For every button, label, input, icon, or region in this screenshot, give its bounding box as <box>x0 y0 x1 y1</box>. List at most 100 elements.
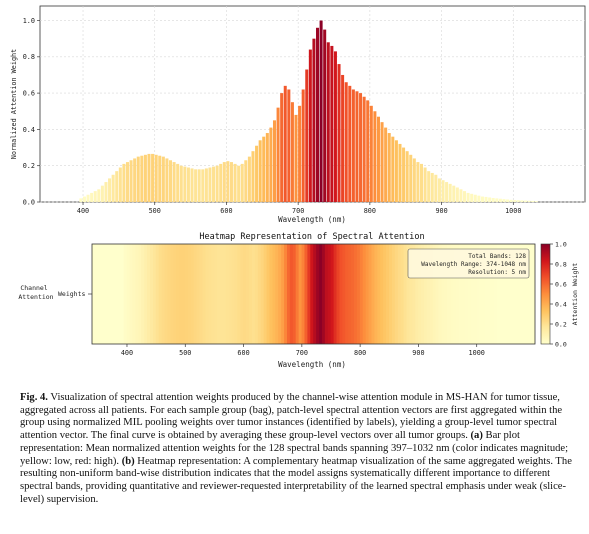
heatmap-cell-717 <box>310 244 314 344</box>
heatmap-cell-482 <box>173 244 177 344</box>
heatmap-cell-722 <box>313 244 317 344</box>
bar-y-tick-label: 0.8 <box>23 53 35 61</box>
bar-band-1007 <box>516 200 520 202</box>
bar-band-652 <box>262 136 266 202</box>
heatmap-cell-702 <box>301 244 305 344</box>
figure: 400 500 600 700 800 900 1000 0.0 0.2 0.4 0.6 0.8 1.… <box>10 5 586 369</box>
heatmap-cell-542 <box>208 244 212 344</box>
bar-band-622 <box>240 163 244 202</box>
heatmap-cell-627 <box>257 244 262 344</box>
bar-band-552 <box>190 168 194 202</box>
bar-y-tick-label: 0.6 <box>23 90 35 98</box>
bar-x-tick-label: 500 <box>149 207 161 215</box>
bar-band-582 <box>212 166 216 202</box>
heatmap-cell-1012 <box>482 244 486 344</box>
bar-band-752 <box>333 51 337 203</box>
bar-band-557 <box>194 169 198 202</box>
heatmap-cell-457 <box>158 244 163 344</box>
bar-band-852 <box>405 151 409 202</box>
heatmap-cell-527 <box>199 244 203 344</box>
heatmap-cell-997 <box>473 244 477 344</box>
heatmap-cell-437 <box>147 244 151 344</box>
info-wavelength-range: Wavelength Range: 374-1048 nm <box>421 261 526 268</box>
heatmap-cell-977 <box>461 244 466 344</box>
heatmap-cell-667 <box>281 244 285 344</box>
heatmap-cell-532 <box>202 244 206 344</box>
bar-band-1012 <box>520 200 524 202</box>
bar-band-432 <box>104 182 108 202</box>
bar-band-457 <box>122 163 126 202</box>
bar-band-487 <box>143 154 147 202</box>
heatmap-cell-772 <box>342 244 346 344</box>
heat-x-tick-label: 600 <box>237 349 249 357</box>
heatmap-cell-862 <box>394 244 399 344</box>
heatmap-cell-477 <box>170 244 174 344</box>
bar-band-1002 <box>513 200 517 202</box>
bar-chart-panel: 400 500 600 700 800 900 1000 0.0 0.2 0.4 0.6 0.8 1.… <box>10 5 586 224</box>
bar-band-977 <box>495 198 499 202</box>
bar-band-1027 <box>531 200 535 202</box>
heatmap-cell-682 <box>289 244 294 344</box>
heatmap-cell-487 <box>176 244 180 344</box>
bar-band-722 <box>312 38 316 202</box>
heatmap-cell-502 <box>184 244 189 344</box>
caption-a-text: Bar plot representation: Mean normalized… <box>20 430 569 467</box>
bar-band-817 <box>380 122 384 202</box>
bar-series <box>79 20 538 203</box>
heatmap-cell-972 <box>458 244 463 344</box>
bar-y-tick-label: 0.0 <box>23 198 35 206</box>
heatmap-cell-797 <box>356 244 361 344</box>
heatmap-cell-922 <box>429 244 434 344</box>
heatmap-cell-807 <box>362 244 367 344</box>
caption-figure-label: Fig. 4. <box>20 392 48 403</box>
heatmap-cell-632 <box>260 244 265 344</box>
bar-band-567 <box>201 169 205 202</box>
bar-band-417 <box>93 191 97 202</box>
heatmap-cell-572 <box>225 244 230 344</box>
bar-band-862 <box>412 158 416 202</box>
heatmap-cell-757 <box>333 244 337 344</box>
heatmap-cell-762 <box>336 244 340 344</box>
bar-x-tick-label: 600 <box>220 207 232 215</box>
heat-x-tick-label: 500 <box>179 349 191 357</box>
bar-band-572 <box>204 168 208 202</box>
bar-band-997 <box>509 199 513 202</box>
heatmap-cell-612 <box>249 244 253 344</box>
bar-y-tick-label: 1.0 <box>23 17 35 25</box>
bar-band-467 <box>129 160 133 202</box>
heatmap-cell-882 <box>406 244 410 344</box>
heatmap-cell-452 <box>155 244 160 344</box>
heatmap-cell-752 <box>330 244 335 344</box>
heatmap-cell-592 <box>237 244 241 344</box>
bar-band-532 <box>176 163 180 202</box>
heatmap-cell-847 <box>386 244 390 344</box>
heatmap-info-box <box>407 248 530 279</box>
bar-band-757 <box>337 64 341 202</box>
heatmap-cell-587 <box>234 244 238 344</box>
bar-band-437 <box>108 178 112 202</box>
heatmap-cell-932 <box>435 244 439 344</box>
heatmap-cell-787 <box>351 244 355 344</box>
heatmap-cell-857 <box>391 244 396 344</box>
bar-band-477 <box>136 156 140 202</box>
colorbar-tick-label: 0.2 <box>555 320 567 328</box>
bar-band-617 <box>237 165 241 202</box>
bar-band-987 <box>502 199 506 202</box>
heatmap-cell-447 <box>152 244 157 344</box>
heatmap-cell-552 <box>214 244 218 344</box>
heatmap-row-label-channel: Channel <box>20 284 47 292</box>
bar-band-447 <box>115 171 119 202</box>
heatmap-cell-987 <box>467 244 471 344</box>
heatmap-cell-727 <box>316 244 320 344</box>
heatmap-cell-747 <box>327 244 332 344</box>
heatmap-cell-412 <box>132 244 136 344</box>
bar-band-707 <box>301 89 305 202</box>
heat-x-tick-label: 700 <box>296 349 308 357</box>
colorbar-tick-label: 0.8 <box>555 260 567 268</box>
heatmap-cell-427 <box>141 244 145 344</box>
bar-band-892 <box>434 174 438 202</box>
bar-band-837 <box>394 140 398 202</box>
heatmap-cell-967 <box>456 244 460 344</box>
heatmap-cell-707 <box>304 244 308 344</box>
bar-band-637 <box>251 151 255 202</box>
